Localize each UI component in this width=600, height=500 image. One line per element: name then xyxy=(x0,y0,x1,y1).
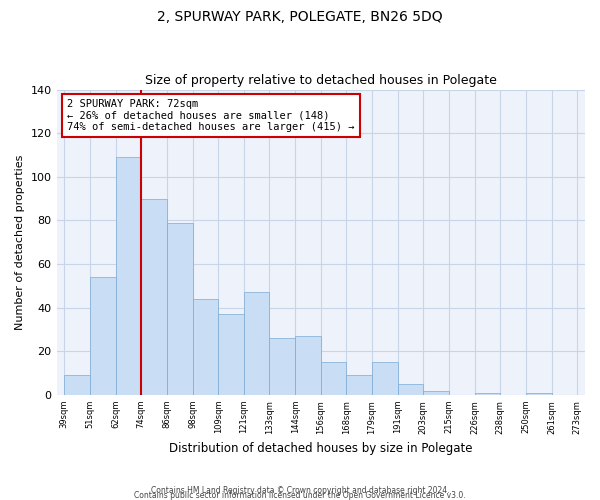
Bar xyxy=(346,376,372,395)
Bar xyxy=(193,299,218,395)
Bar xyxy=(424,390,449,395)
Bar xyxy=(90,277,116,395)
Text: 2, SPURWAY PARK, POLEGATE, BN26 5DQ: 2, SPURWAY PARK, POLEGATE, BN26 5DQ xyxy=(157,10,443,24)
Bar xyxy=(526,392,551,395)
Bar xyxy=(167,222,193,395)
Bar xyxy=(372,362,398,395)
Text: 2 SPURWAY PARK: 72sqm
← 26% of detached houses are smaller (148)
74% of semi-det: 2 SPURWAY PARK: 72sqm ← 26% of detached … xyxy=(67,98,355,132)
Y-axis label: Number of detached properties: Number of detached properties xyxy=(15,154,25,330)
Text: Contains public sector information licensed under the Open Government Licence v3: Contains public sector information licen… xyxy=(134,491,466,500)
Bar xyxy=(295,336,321,395)
Bar xyxy=(116,157,141,395)
Text: Contains HM Land Registry data © Crown copyright and database right 2024.: Contains HM Land Registry data © Crown c… xyxy=(151,486,449,495)
Bar xyxy=(269,338,295,395)
Bar xyxy=(64,376,90,395)
Bar xyxy=(244,292,269,395)
Bar xyxy=(475,392,500,395)
Bar xyxy=(141,198,167,395)
Bar xyxy=(218,314,244,395)
X-axis label: Distribution of detached houses by size in Polegate: Distribution of detached houses by size … xyxy=(169,442,473,455)
Bar xyxy=(321,362,346,395)
Bar xyxy=(398,384,424,395)
Title: Size of property relative to detached houses in Polegate: Size of property relative to detached ho… xyxy=(145,74,497,87)
